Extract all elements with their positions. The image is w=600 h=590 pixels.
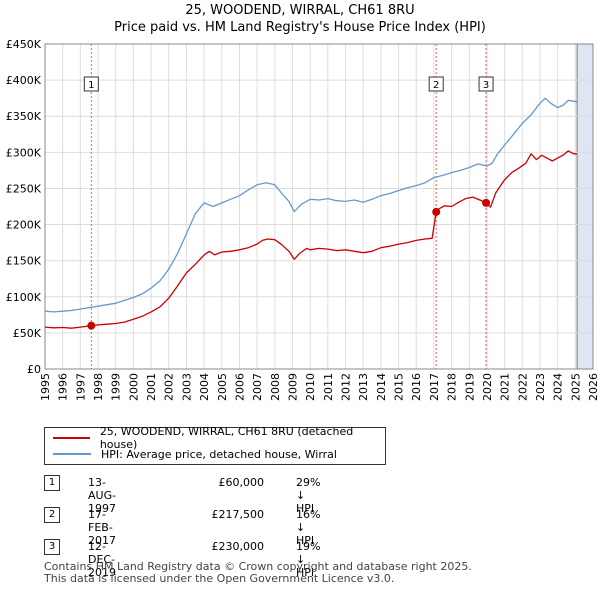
chart-title: 25, WOODEND, WIRRAL, CH61 8RU	[185, 3, 415, 18]
y-tick-label: £0	[27, 363, 41, 376]
chart-subtitle: Price paid vs. HM Land Registry's House …	[114, 20, 486, 35]
transaction-number: 3	[44, 539, 60, 555]
legend-swatch-price	[53, 437, 90, 439]
y-tick-label: £250K	[6, 182, 42, 195]
y-tick-label: £100K	[6, 291, 42, 304]
sale-point	[87, 321, 96, 330]
x-tick-label: 2024	[552, 373, 565, 401]
x-tick-label: 1998	[92, 373, 105, 401]
x-tick-label: 1999	[110, 373, 123, 401]
x-tick-label: 2025	[569, 373, 582, 401]
sale-point	[432, 207, 441, 216]
x-tick-label: 2012	[340, 373, 353, 401]
x-tick-label: 2020	[481, 373, 494, 401]
legend-swatch-hpi	[53, 453, 91, 455]
future-shade	[577, 44, 593, 369]
chart-legend: 25, WOODEND, WIRRAL, CH61 8RU (detached …	[44, 425, 386, 465]
x-tick-label: 2000	[127, 373, 140, 401]
transaction-price: £60,000	[218, 476, 265, 489]
transaction-price: £217,500	[211, 508, 265, 521]
x-tick-label: 1996	[57, 373, 70, 401]
transaction-date: 12-DEC-2019	[88, 540, 116, 579]
y-tick-label: £200K	[6, 219, 42, 232]
sale-marker-label: 1	[88, 80, 94, 91]
sale-marker-label: 3	[483, 80, 489, 91]
legend-label-hpi: HPI: Average price, detached house, Wirr…	[101, 447, 337, 461]
sale-marker-box	[478, 76, 494, 92]
x-tick-label: 2009	[286, 373, 299, 401]
x-tick-label: 2007	[251, 373, 264, 401]
y-tick-label: £450K	[6, 38, 42, 51]
x-tick-label: 2004	[198, 373, 211, 401]
x-tick-label: 2019	[463, 373, 476, 401]
sale-marker-label: 2	[433, 80, 439, 91]
x-tick-label: 2016	[410, 373, 423, 401]
price-chart: £0 £50K £100K £150K £200K £250K £300K £350K £400…	[6, 38, 600, 401]
series-line-price	[44, 150, 578, 329]
x-tick-label: 1995	[39, 373, 52, 401]
x-tick-label: 2023	[534, 373, 547, 401]
x-tick-label: 2017	[428, 373, 441, 401]
x-tick-label: 2006	[233, 373, 246, 401]
x-tick-label: 2008	[269, 373, 282, 401]
plot-area	[45, 44, 593, 369]
x-tick-label: 2002	[163, 373, 176, 401]
sale-point	[482, 198, 491, 207]
x-tick-label: 2014	[375, 373, 388, 401]
x-tick-label: 2010	[304, 373, 317, 401]
series-line-hpi	[44, 97, 578, 313]
x-tick-label: 2022	[516, 373, 529, 401]
y-tick-label: £300K	[6, 146, 42, 159]
x-tick-label: 2018	[446, 373, 459, 401]
sale-marker-box	[83, 76, 99, 92]
sale-marker-box	[428, 76, 444, 92]
x-tick-label: 1997	[74, 373, 87, 401]
x-tick-label: 2005	[216, 373, 229, 401]
transaction-hpi: 19% ↓ HPI	[296, 540, 321, 579]
legend-item-price: 25, WOODEND, WIRRAL, CH61 8RU (detached …	[53, 425, 385, 451]
transaction-date: 13-AUG-1997	[88, 476, 117, 515]
transaction-hpi: 29% ↓ HPI	[296, 476, 321, 515]
x-tick-label: 2011	[322, 373, 335, 401]
transaction-date: 17-FEB-2017	[88, 508, 116, 547]
transaction-number: 2	[44, 507, 60, 523]
footer-note: Contains HM Land Registry data © Crown c…	[44, 561, 472, 585]
transaction-price: £230,000	[211, 540, 265, 553]
y-tick-label: £150K	[6, 255, 42, 268]
y-tick-label: £350K	[6, 110, 42, 123]
footer-license: This data is licensed under the Open Gov…	[44, 572, 395, 585]
x-tick-label: 2001	[145, 373, 158, 401]
x-tick-label: 2013	[357, 373, 370, 401]
transaction-hpi: 16% ↓ HPI	[296, 508, 321, 547]
plot-frame	[44, 43, 594, 370]
legend-label-price: 25, WOODEND, WIRRAL, CH61 8RU (detached …	[99, 425, 354, 451]
x-tick-label: 2003	[180, 373, 193, 401]
x-tick-label: 2026	[587, 373, 600, 401]
footer-copyright: Contains HM Land Registry data © Crown c…	[44, 560, 472, 573]
y-tick-label: £50K	[13, 327, 42, 340]
x-tick-label: 2015	[393, 373, 406, 401]
legend-item-hpi: HPI: Average price, detached house, Wirr…	[53, 447, 337, 461]
y-tick-label: £400K	[6, 74, 42, 87]
transaction-number: 1	[44, 475, 60, 491]
x-tick-label: 2021	[499, 373, 512, 401]
